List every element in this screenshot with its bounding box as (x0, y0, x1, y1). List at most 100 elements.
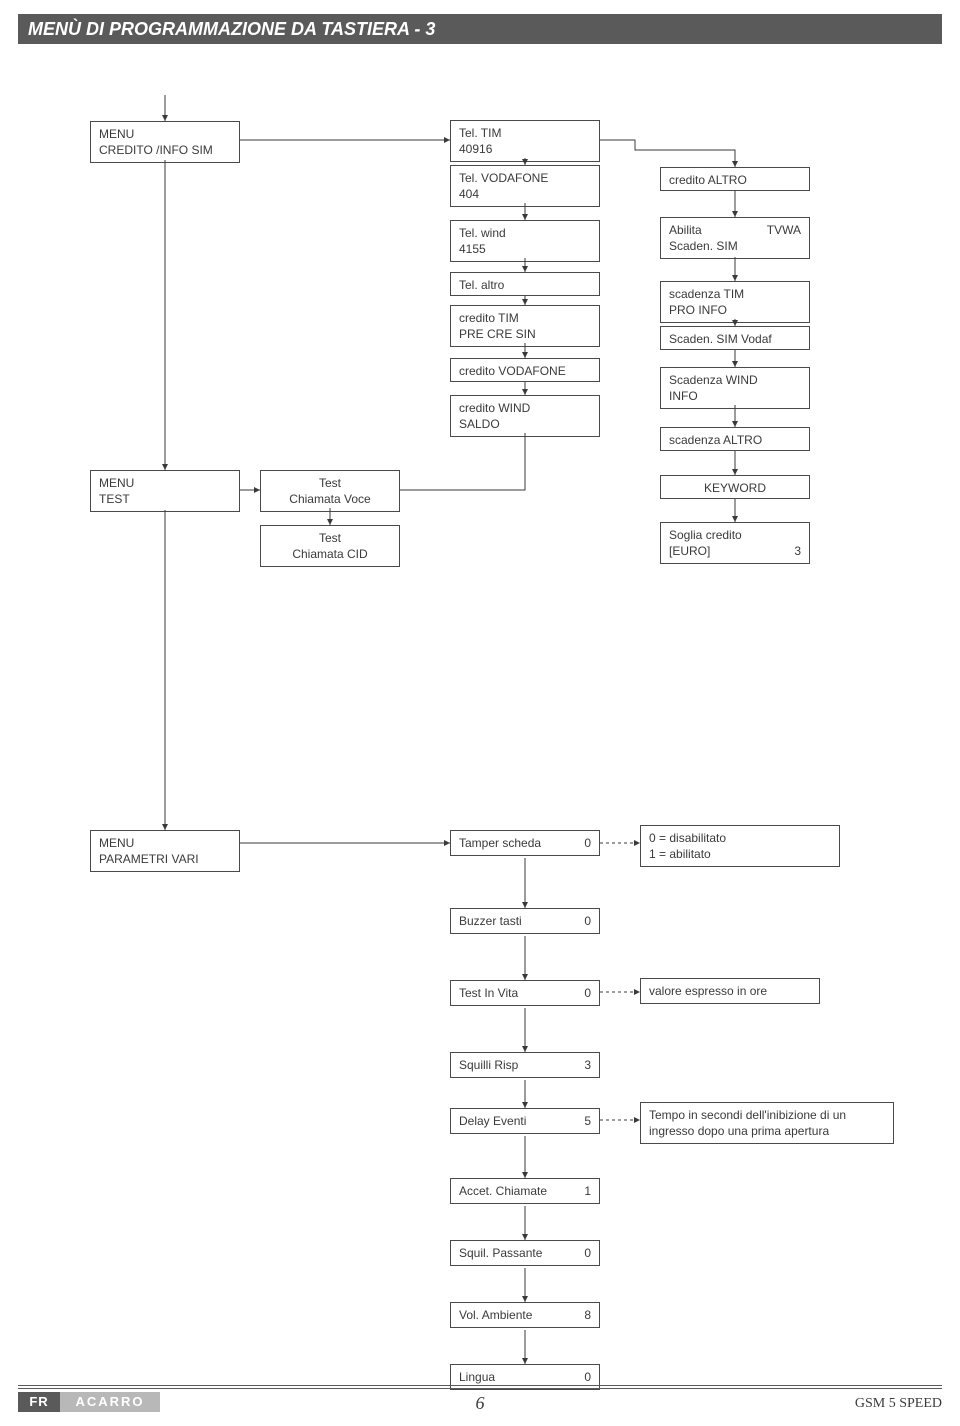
header-bar: MENÙ DI PROGRAMMAZIONE DA TASTIERA - 3 (18, 14, 942, 44)
line2: PARAMETRI VARI (99, 851, 231, 867)
node-tel-altro: Tel. altro (450, 272, 600, 296)
l1: 0 = disabilitato (649, 830, 831, 846)
label: Test In Vita (459, 985, 518, 1001)
node-credito-altro: credito ALTRO (660, 167, 810, 191)
node-keyword: KEYWORD (660, 475, 810, 499)
node-menu-param: MENU PARAMETRI VARI (90, 830, 240, 872)
val: 5 (584, 1113, 591, 1129)
label: Tamper scheda (459, 835, 541, 851)
row: [EURO] 3 (669, 543, 801, 559)
val: 0 (584, 985, 591, 1001)
node-scad-tim: scadenza TIM PRO INFO (660, 281, 810, 323)
row: Abilita TVWA (669, 222, 801, 238)
l2: 1 = abilitato (649, 846, 831, 862)
line2: SALDO (459, 416, 591, 432)
node-tel-vodafone: Tel. VODAFONE 404 (450, 165, 600, 207)
node-tel-wind: Tel. wind 4155 (450, 220, 600, 262)
label: Delay Eventi (459, 1113, 526, 1129)
note-testvita: valore espresso in ore (640, 978, 820, 1004)
line2: TEST (99, 491, 231, 507)
val: 0 (584, 913, 591, 929)
line2: Chiamata Voce (269, 491, 391, 507)
val: 3 (584, 1057, 591, 1073)
line1: Scaden. SIM Vodaf (669, 331, 801, 347)
node-scad-wind: Scadenza WIND INFO (660, 367, 810, 409)
line2: 40916 (459, 141, 591, 157)
line2: Chiamata CID (269, 546, 391, 562)
line1: credito WIND (459, 400, 591, 416)
node-test-voce: Test Chiamata Voce (260, 470, 400, 512)
node-testvita: Test In Vita 0 (450, 980, 600, 1006)
node-buzzer: Buzzer tasti 0 (450, 908, 600, 934)
line1: credito TIM (459, 310, 591, 326)
line1: Soglia credito (669, 527, 801, 543)
line1: MENU (99, 835, 231, 851)
line1: credito ALTRO (669, 172, 801, 188)
node-credito-vodafone: credito VODAFONE (450, 358, 600, 382)
node-squilpass: Squil. Passante 0 (450, 1240, 600, 1266)
val: 1 (584, 1183, 591, 1199)
val: 8 (584, 1307, 591, 1323)
line1: scadenza ALTRO (669, 432, 801, 448)
note-tamper: 0 = disabilitato 1 = abilitato (640, 825, 840, 867)
node-tel-tim: Tel. TIM 40916 (450, 120, 600, 162)
line1: Tel. TIM (459, 125, 591, 141)
line2: Scaden. SIM (669, 238, 801, 254)
l2: ingresso dopo una prima apertura (649, 1123, 885, 1139)
node-credito-wind: credito WIND SALDO (450, 395, 600, 437)
line2: INFO (669, 388, 801, 404)
node-squilli: Squilli Risp 3 (450, 1052, 600, 1078)
label: Buzzer tasti (459, 913, 522, 929)
connectors-svg (0, 0, 960, 1426)
footer-line-1 (18, 1385, 942, 1386)
line1: scadenza TIM (669, 286, 801, 302)
line1: Tel. altro (459, 277, 591, 293)
line1: credito VODAFONE (459, 363, 591, 379)
note-delay: Tempo in secondi dell'inibizione di un i… (640, 1102, 894, 1144)
label: Vol. Ambiente (459, 1307, 532, 1323)
node-volamb: Vol. Ambiente 8 (450, 1302, 600, 1328)
node-scad-vodaf: Scaden. SIM Vodaf (660, 326, 810, 350)
line1: Test (269, 475, 391, 491)
line2: PRO INFO (669, 302, 801, 318)
node-menu-test: MENU TEST (90, 470, 240, 512)
page-number: 6 (0, 1393, 960, 1414)
line1: KEYWORD (669, 480, 801, 496)
line1: Scadenza WIND (669, 372, 801, 388)
node-delay: Delay Eventi 5 (450, 1108, 600, 1134)
val: 0 (584, 1245, 591, 1261)
node-lingua: Lingua 0 (450, 1364, 600, 1390)
val: 0 (584, 835, 591, 851)
line2: PRE CRE SIN (459, 326, 591, 342)
node-accet: Accet. Chiamate 1 (450, 1178, 600, 1204)
line1: MENU (99, 126, 231, 142)
line2: 404 (459, 186, 591, 202)
label: Accet. Chiamate (459, 1183, 547, 1199)
header-title: MENÙ DI PROGRAMMAZIONE DA TASTIERA - 3 (28, 19, 435, 39)
label: Squil. Passante (459, 1245, 542, 1261)
model-text: GSM 5 SPEED (855, 1396, 942, 1412)
node-soglia: Soglia credito [EURO] 3 (660, 522, 810, 564)
label: Squilli Risp (459, 1057, 518, 1073)
val: 0 (584, 1369, 591, 1385)
line1: Tel. VODAFONE (459, 170, 591, 186)
right: TVWA (767, 222, 801, 238)
label: Lingua (459, 1369, 495, 1385)
line1: Test (269, 530, 391, 546)
node-credito-tim: credito TIM PRE CRE SIN (450, 305, 600, 347)
node-menu-credito: MENU CREDITO /INFO SIM (90, 121, 240, 163)
node-scad-altro: scadenza ALTRO (660, 427, 810, 451)
l1: valore espresso in ore (649, 983, 811, 999)
line2: CREDITO /INFO SIM (99, 142, 231, 158)
footer-line-2 (18, 1388, 942, 1389)
line1: MENU (99, 475, 231, 491)
node-abilita: Abilita TVWA Scaden. SIM (660, 217, 810, 259)
right: 3 (794, 543, 801, 559)
node-tamper: Tamper scheda 0 (450, 830, 600, 856)
line2: 4155 (459, 241, 591, 257)
left: [EURO] (669, 543, 710, 559)
left: Abilita (669, 222, 702, 238)
line1: Tel. wind (459, 225, 591, 241)
l1: Tempo in secondi dell'inibizione di un (649, 1107, 885, 1123)
node-test-cid: Test Chiamata CID (260, 525, 400, 567)
